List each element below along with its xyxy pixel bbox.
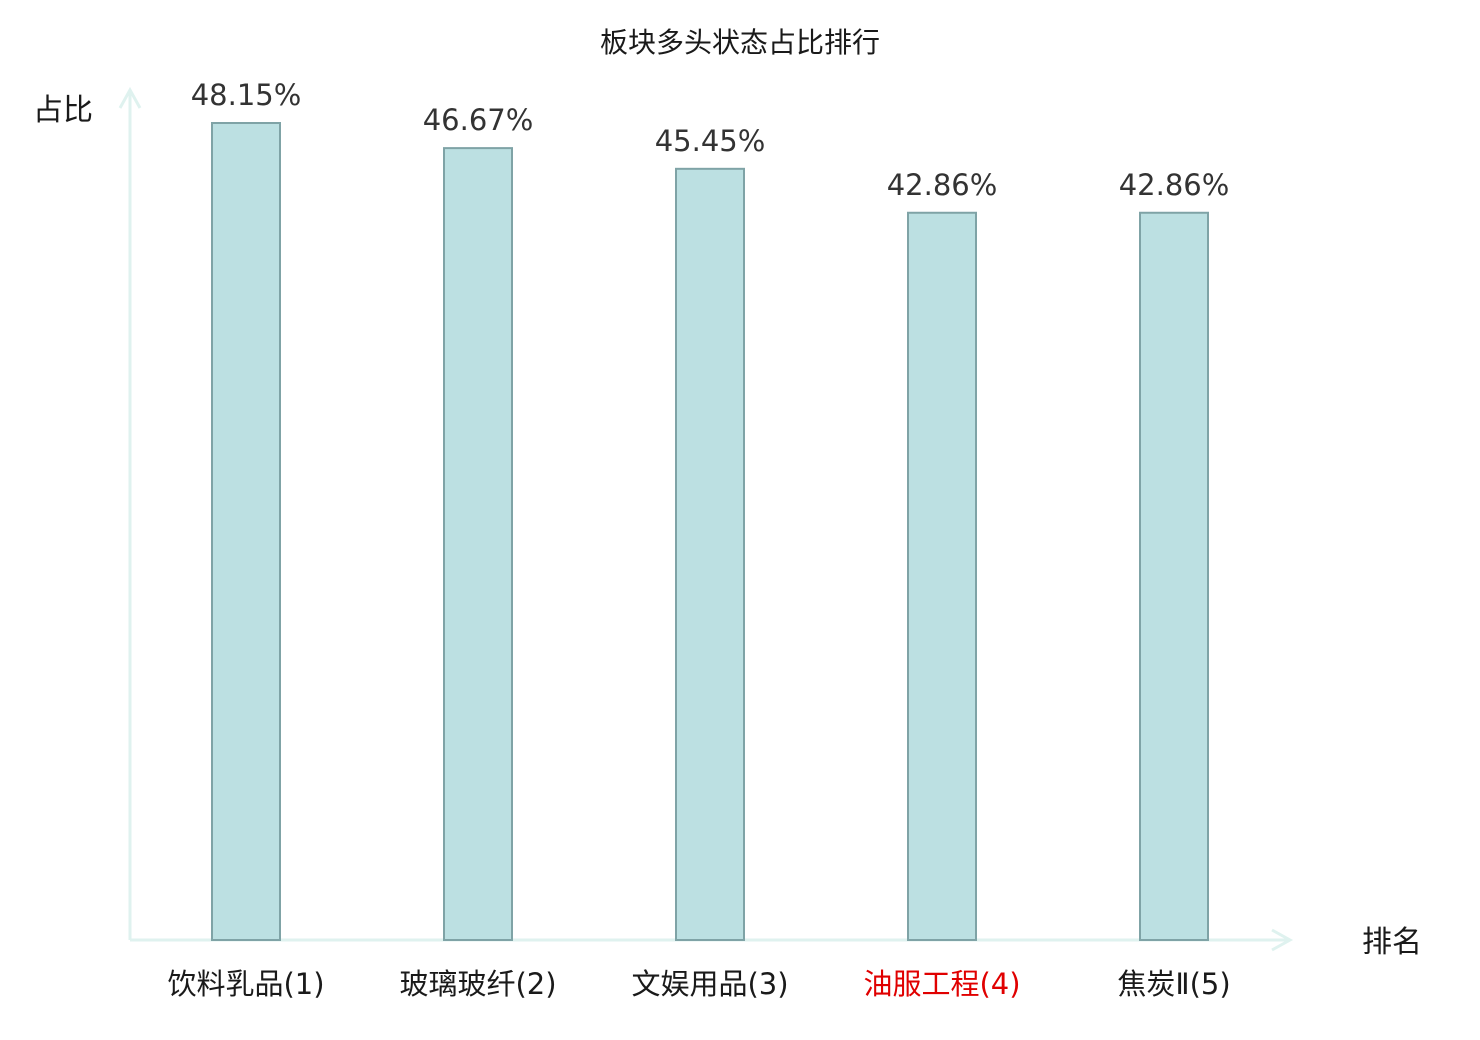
data-label: 45.45% xyxy=(655,124,766,158)
data-label: 46.67% xyxy=(423,103,534,137)
value-labels-group: 48.15% 46.67% 45.45% 42.86% 42.86% xyxy=(191,78,1230,202)
data-label: 48.15% xyxy=(191,78,302,112)
x-tick-label: 文娱用品(3) xyxy=(631,967,788,1001)
category-labels-group: 饮料乳品(1) 玻璃玻纤(2) 文娱用品(3) 油服工程(4) 焦炭Ⅱ(5) xyxy=(167,967,1230,1001)
bar xyxy=(907,211,977,941)
x-axis-arrow-icon xyxy=(1271,928,1294,952)
data-label: 42.86% xyxy=(1119,168,1230,202)
x-tick-label: 焦炭Ⅱ(5) xyxy=(1117,967,1230,1001)
bar xyxy=(1139,211,1209,941)
bars-group xyxy=(211,122,1209,941)
x-axis-label: 排名 xyxy=(1362,925,1422,960)
x-tick-label: 油服工程(4) xyxy=(863,967,1020,1001)
bar xyxy=(675,167,745,941)
y-axis-label: 占比 xyxy=(33,93,93,128)
y-axis-arrow-icon xyxy=(118,86,142,109)
chart-title: 板块多头状态占比排行 xyxy=(600,26,880,59)
data-label: 42.86% xyxy=(887,168,998,202)
x-tick-label: 饮料乳品(1) xyxy=(167,967,324,1001)
bar xyxy=(443,147,513,941)
bar xyxy=(211,122,281,941)
x-tick-label: 玻璃玻纤(2) xyxy=(399,967,556,1001)
